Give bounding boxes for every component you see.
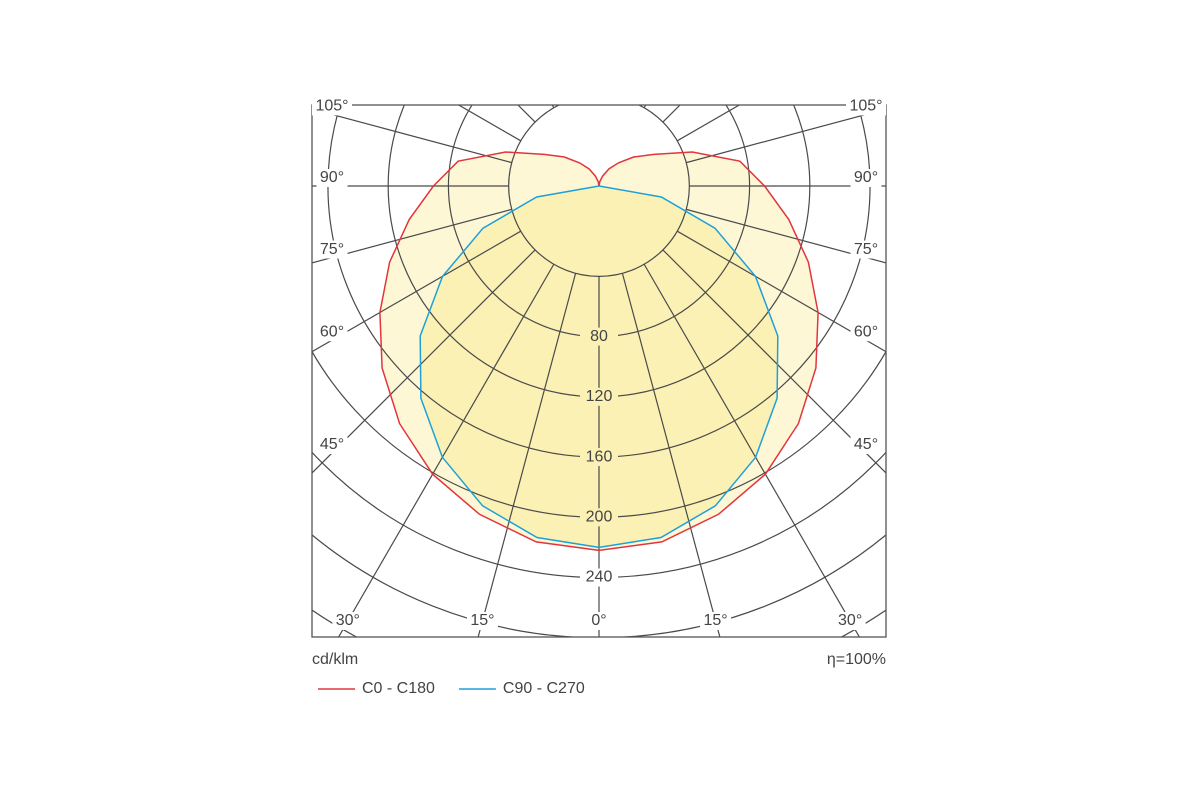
angle-label-bg — [850, 240, 882, 259]
radial-line — [686, 108, 886, 164]
angle-label: 30° — [336, 612, 360, 629]
ring-label: 160 — [586, 448, 613, 465]
angle-label-bg — [312, 97, 352, 116]
radial-line — [551, 105, 555, 109]
curve-line — [598, 151, 819, 552]
curve-area — [420, 186, 599, 548]
units-label: cd/klm — [312, 651, 358, 668]
angle-label-bg — [466, 612, 498, 630]
angle-label: 75° — [320, 241, 344, 258]
ring-label: 240 — [586, 569, 613, 586]
angle-label-bg — [700, 612, 732, 630]
radial-line — [312, 108, 512, 164]
angle-label-bg — [850, 436, 882, 454]
radial-line — [643, 105, 647, 109]
efficiency-label: η=100% — [827, 651, 886, 668]
ring-label: 80 — [590, 328, 608, 345]
angle-label: 15° — [470, 612, 494, 629]
radial-line — [435, 0, 575, 99]
angle-label: 90° — [320, 169, 344, 186]
angle-label: 75° — [854, 241, 878, 258]
angle-label: 105° — [315, 98, 348, 115]
angle-label-bg — [316, 169, 348, 187]
ring-label: 120 — [586, 388, 613, 405]
plot-frame — [311, 104, 887, 638]
legend-label: C0 - C180 — [362, 680, 435, 697]
angle-label-bg — [332, 612, 364, 630]
angle-label: 60° — [320, 323, 344, 340]
ring-label-bg — [580, 448, 618, 467]
angle-label-bg — [850, 323, 882, 342]
angle-label: 105° — [849, 98, 882, 115]
angle-label: 0° — [591, 612, 606, 629]
radial-line — [622, 0, 762, 99]
radial-line — [621, 273, 721, 637]
curve-area — [599, 186, 778, 548]
curve-line — [419, 185, 600, 549]
ring-label: 200 — [586, 509, 613, 526]
angle-label-bg — [588, 612, 610, 630]
angle-label-bg — [846, 97, 886, 116]
angle-label: 90° — [854, 169, 878, 186]
radial-line — [676, 105, 741, 142]
ring-label-bg — [580, 327, 618, 346]
angle-label-bg — [316, 323, 348, 342]
angle-label-bg — [316, 240, 348, 259]
radial-line — [643, 263, 861, 637]
radial-line — [337, 263, 555, 637]
angle-label: 45° — [320, 436, 344, 453]
angle-label: 15° — [703, 612, 727, 629]
angle-label: 30° — [838, 612, 862, 629]
angle-label: 60° — [854, 323, 878, 340]
curve-line — [379, 151, 600, 552]
angle-label-bg — [316, 436, 348, 454]
radial-line — [686, 208, 886, 264]
ring-label-bg — [580, 387, 618, 406]
ring-label-bg — [580, 508, 618, 527]
radial-line — [477, 273, 577, 637]
angle-label: 45° — [854, 436, 878, 453]
radial-line — [457, 105, 522, 142]
radial-line — [312, 208, 512, 264]
curve-line — [598, 185, 779, 549]
ring-label-bg — [580, 568, 618, 587]
angle-label-bg — [834, 612, 866, 630]
angle-label-bg — [850, 169, 882, 187]
legend-label: C90 - C270 — [503, 680, 585, 697]
